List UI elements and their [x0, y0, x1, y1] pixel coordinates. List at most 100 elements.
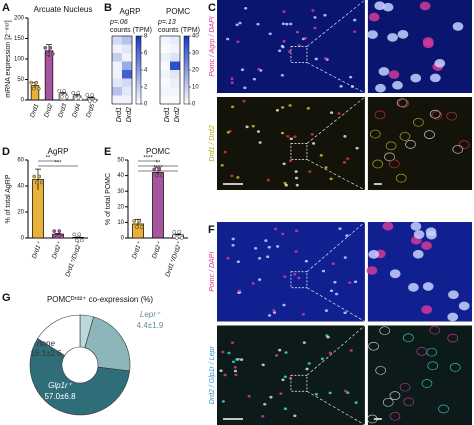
- cell: [289, 137, 293, 141]
- cell: [424, 130, 435, 139]
- zoom-line: [306, 0, 366, 47]
- colorbar-label: counts (TPM): [158, 27, 200, 34]
- cell: [238, 21, 242, 25]
- data-dot: [37, 174, 42, 179]
- cell: [261, 363, 265, 367]
- cell: [288, 104, 292, 107]
- pie-slice: [37, 314, 81, 356]
- cell: [243, 86, 247, 90]
- cell: [430, 73, 441, 83]
- cell: [355, 146, 359, 150]
- data-dot: [57, 89, 62, 93]
- heatmap-cell: [160, 44, 170, 53]
- y-axis-label: mRNA expression [2⁻ᵐᶜᵗ]: [5, 20, 12, 98]
- colorbar-step: [184, 49, 189, 54]
- cell: [367, 30, 378, 39]
- heatmap-cell: [170, 44, 180, 53]
- heatmap-cell: [112, 87, 122, 96]
- x-tick-label: Drd1: [29, 103, 41, 119]
- colorbar-tick-label: 30: [192, 51, 199, 57]
- heatmap-cell: [122, 87, 132, 96]
- x-tick-label: Drd1: [164, 107, 171, 122]
- cell: [235, 358, 239, 361]
- cell: [397, 30, 409, 39]
- cell: [239, 358, 244, 361]
- cell: [389, 411, 401, 421]
- x-tick-label: Drd1⁺/Drd2⁺: [64, 240, 83, 278]
- cell: [345, 234, 349, 237]
- heatmap-cell: [160, 36, 170, 45]
- cell: [226, 131, 230, 134]
- colorbar-step: [184, 59, 189, 64]
- data-dot: [132, 219, 137, 223]
- slice-label: Glp1r⁺/Lepr⁺: [127, 338, 174, 347]
- panel-letter: B: [104, 2, 112, 14]
- cell: [438, 404, 449, 414]
- data-dot: [79, 238, 84, 243]
- cell: [353, 280, 358, 284]
- colorbar-tick-label: 2: [144, 85, 148, 91]
- heatmap-cell: [122, 36, 132, 45]
- cell: [284, 351, 288, 354]
- colorbar-step: [136, 53, 141, 57]
- cell: [294, 229, 299, 233]
- cell: [388, 70, 400, 79]
- cell: [323, 13, 327, 17]
- slice-label: none: [37, 339, 55, 348]
- cell: [429, 109, 441, 119]
- panel-letter: F: [208, 224, 215, 236]
- cell: [425, 227, 437, 237]
- cell: [346, 391, 350, 395]
- cell: [368, 12, 380, 22]
- data-dot: [177, 230, 182, 234]
- y-tick-label: 150: [14, 36, 25, 42]
- cell: [388, 159, 400, 169]
- cell: [382, 397, 394, 407]
- x-tick-label: Drd1⁺: [31, 240, 44, 259]
- cell: [343, 256, 347, 259]
- x-tick-label: Drd1⁺/Drd2⁺: [164, 240, 183, 278]
- colorbar-step: [184, 66, 189, 71]
- cell: [293, 135, 297, 139]
- cell: [447, 333, 459, 343]
- heatmap-cell: [122, 53, 132, 62]
- chart-title: Arcuate Nucleus: [34, 5, 93, 14]
- colorbar-step: [184, 83, 189, 88]
- cell: [431, 110, 443, 120]
- colorbar-step: [136, 66, 141, 71]
- data-dot: [87, 99, 92, 103]
- cell: [258, 256, 262, 260]
- cell: [237, 289, 242, 293]
- x-tick-label: Drd5: [85, 103, 97, 119]
- colorbar-step: [136, 80, 141, 84]
- cell: [294, 176, 299, 180]
- y-tick-label: 0: [21, 236, 25, 242]
- panel-letter: A: [2, 2, 10, 14]
- channel-label: Drd2 / Glp1r / Lepr: [209, 346, 216, 405]
- cell: [423, 39, 434, 49]
- cell: [284, 183, 288, 187]
- cell: [328, 351, 332, 355]
- cell: [382, 221, 394, 231]
- cell: [289, 159, 293, 163]
- colorbar-step: [184, 76, 189, 81]
- cell: [236, 260, 240, 264]
- slice-value: 4.4±1.9: [137, 321, 164, 330]
- cell: [458, 301, 470, 311]
- data-dot: [32, 174, 37, 179]
- cell: [234, 373, 238, 377]
- cell: [368, 249, 380, 259]
- heatmap-cell: [160, 78, 170, 87]
- x-tick-label: Drd1: [116, 107, 123, 122]
- zoom-line: [306, 62, 366, 94]
- cell: [240, 68, 245, 71]
- cell: [305, 367, 309, 371]
- inset-box: [290, 46, 308, 63]
- y-axis-label: % of total AgRP: [5, 174, 12, 223]
- data-dot: [54, 235, 59, 239]
- cell: [353, 18, 357, 22]
- cell: [314, 392, 318, 396]
- heatmap-cell: [112, 61, 122, 70]
- cell: [434, 58, 446, 68]
- colorbar-step: [136, 56, 141, 61]
